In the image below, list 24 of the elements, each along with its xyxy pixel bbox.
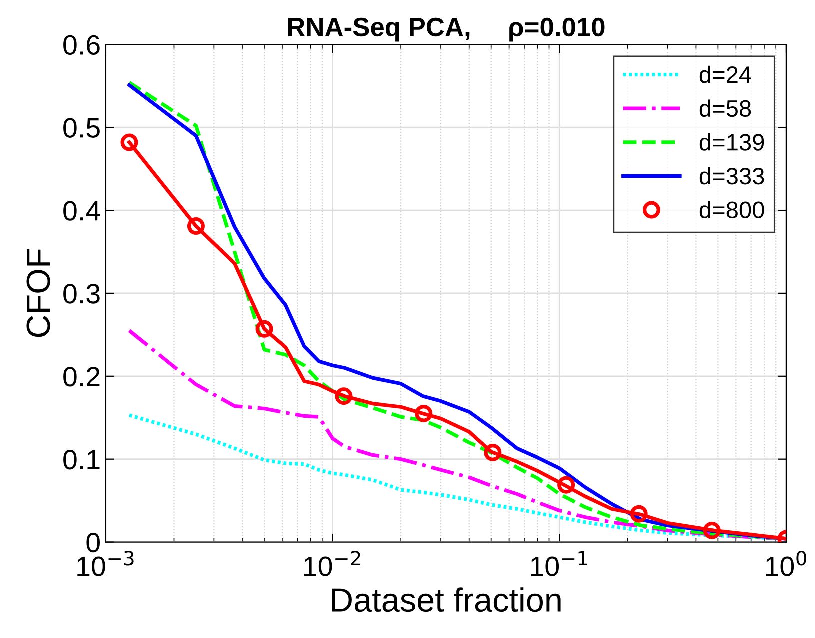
point	[187, 218, 205, 236]
chart-title: RNA-Seq PCA, ρ=0.010	[288, 18, 605, 42]
point	[630, 505, 648, 523]
legend-label: d=139	[700, 134, 764, 151]
point	[558, 476, 576, 494]
y-tick-label: 0.1	[64, 450, 100, 470]
point	[484, 444, 502, 462]
legend-label: d=800	[700, 201, 764, 219]
x-tick-label: 10$^{0}$	[766, 551, 806, 576]
x-axis-title: Dataset fraction	[332, 588, 561, 612]
point	[703, 522, 721, 540]
y-tick-label: 0.5	[64, 118, 100, 138]
y-tick-label: 0	[86, 532, 100, 553]
legend-label: d=24	[700, 66, 752, 84]
y-tick-label: 0.2	[64, 367, 100, 387]
y-axis-title: CFOF	[26, 249, 50, 338]
y-tick-label: 0.6	[64, 35, 100, 55]
x-tick-label: 10$^{−2}$	[304, 551, 360, 576]
y-tick-label: 0.3	[64, 284, 100, 304]
point	[335, 388, 353, 406]
x-tick-label: 10$^{−1}$	[531, 551, 588, 576]
legend-label: d=58	[700, 100, 752, 118]
y-tick-label: 0.4	[64, 201, 100, 221]
legend-label: d=333	[700, 167, 764, 185]
